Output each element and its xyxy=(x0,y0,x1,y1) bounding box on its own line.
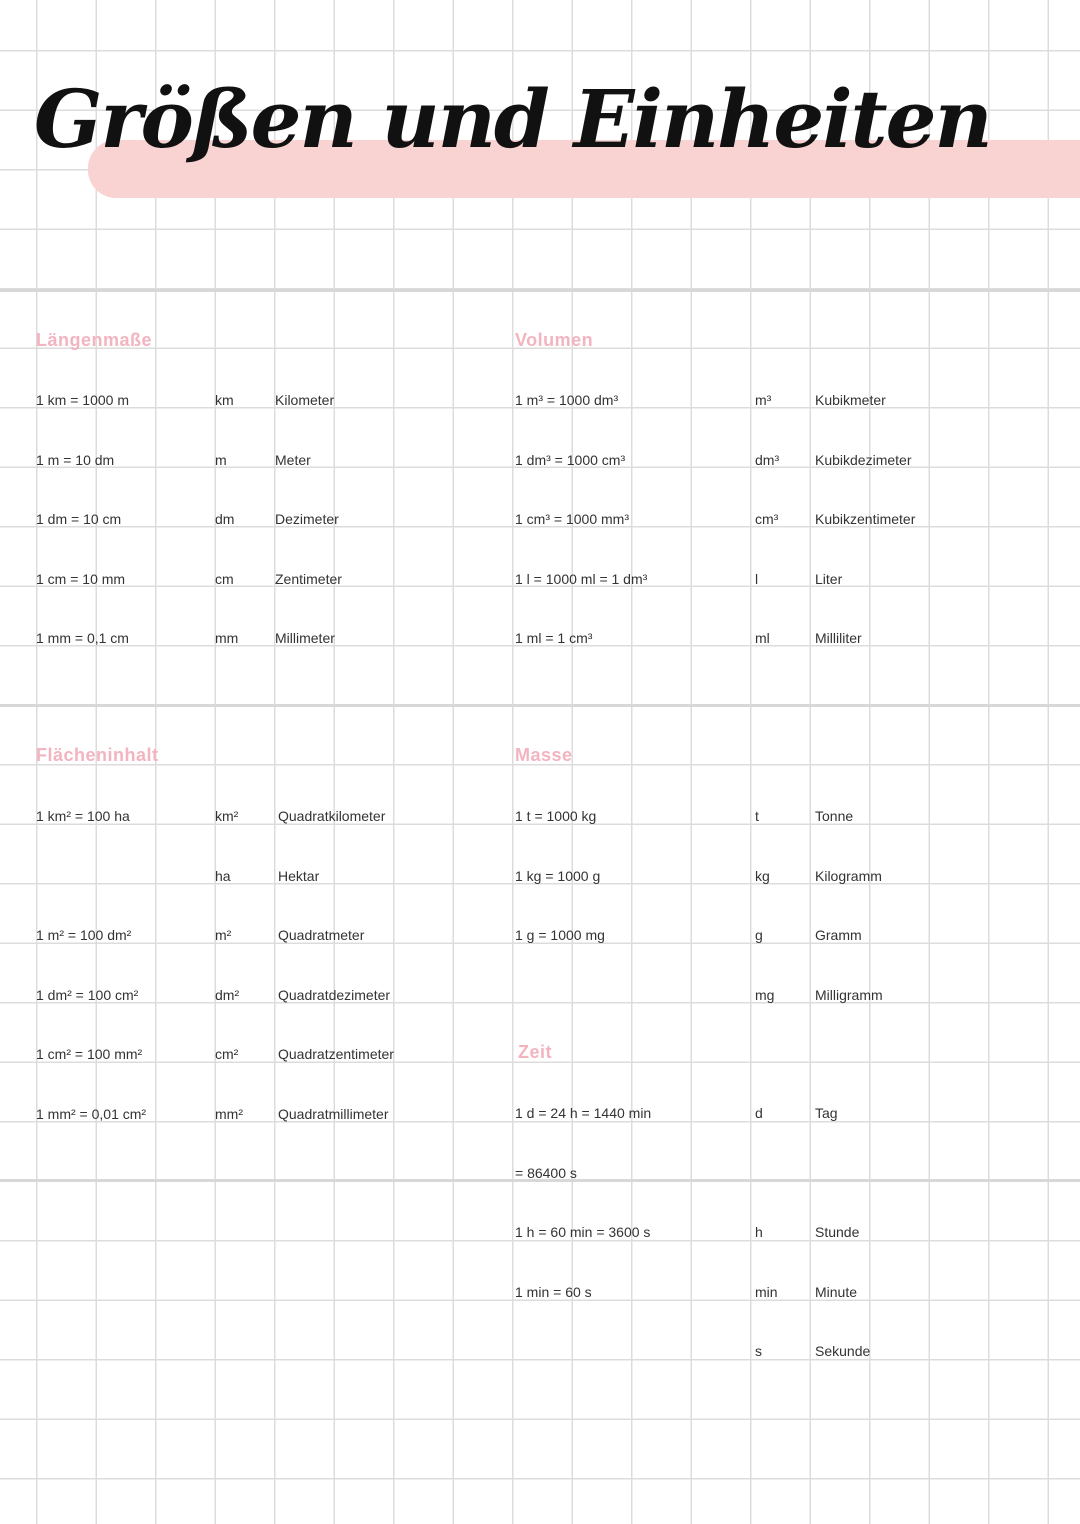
conversion-equation: 1 mm = 0,1 cm xyxy=(36,630,129,646)
section-heading: Masse xyxy=(515,745,573,765)
conversion-equation: 1 dm = 10 cm xyxy=(36,511,122,527)
unit-name: Kilogramm xyxy=(815,867,882,884)
unit-symbol: s xyxy=(755,1343,762,1359)
conversion-equation: 1 ml = 1 cm³ xyxy=(515,630,593,646)
unit-name: Kubikdezimeter xyxy=(815,451,912,468)
unit-symbol: t xyxy=(755,808,759,824)
title-highlight xyxy=(88,140,1080,198)
unit-name: Hektar xyxy=(278,867,320,884)
unit-symbol: km xyxy=(215,392,234,408)
unit-name: Dezimeter xyxy=(275,511,339,527)
conversion-equation: 1 cm² = 100 mm² xyxy=(36,1046,143,1062)
unit-name: Stunde xyxy=(815,1224,860,1240)
unit-name: Liter xyxy=(815,570,843,587)
unit-name: Tonne xyxy=(815,808,854,824)
unit-symbol: cm³ xyxy=(755,511,779,527)
conversion-equation: 1 m³ = 1000 dm³ xyxy=(515,392,619,408)
section-heading: Längenmaße xyxy=(36,330,153,350)
unit-name: Milliliter xyxy=(815,630,862,646)
divider xyxy=(0,289,1080,292)
conversion-equation: 1 dm³ = 1000 cm³ xyxy=(515,451,626,468)
unit-name: Meter xyxy=(275,451,311,468)
unit-symbol: dm xyxy=(215,511,235,527)
unit-name: Zentimeter xyxy=(275,570,342,587)
unit-symbol: dm³ xyxy=(755,451,780,468)
section-heading: Volumen xyxy=(515,330,594,350)
section-heading: Zeit xyxy=(518,1042,553,1062)
unit-symbol: h xyxy=(755,1224,763,1240)
conversion-equation: 1 cm³ = 1000 mm³ xyxy=(515,511,629,527)
unit-name: Quadratdezimeter xyxy=(278,986,391,1003)
unit-name: Quadratkilometer xyxy=(278,808,386,824)
unit-symbol: l xyxy=(755,570,759,587)
unit-symbol: kg xyxy=(755,867,770,884)
conversion-equation: 1 min = 60 s xyxy=(515,1283,592,1300)
conversion-equation: 1 l = 1000 ml = 1 dm³ xyxy=(515,570,648,587)
conversion-equation: 1 km = 1000 m xyxy=(36,392,129,408)
unit-symbol: km² xyxy=(215,808,239,824)
unit-name: Quadratzentimeter xyxy=(278,1046,394,1062)
conversion-equation: 1 m² = 100 dm² xyxy=(36,927,132,943)
conversion-equation: 1 mm² = 0,01 cm² xyxy=(36,1105,147,1122)
unit-symbol: cm xyxy=(215,570,234,587)
unit-name: Kubikzentimeter xyxy=(815,511,916,527)
conversion-equation: 1 dm² = 100 cm² xyxy=(36,986,139,1003)
unit-symbol: d xyxy=(755,1105,763,1121)
unit-symbol: ml xyxy=(755,630,770,646)
divider xyxy=(0,1179,1080,1182)
unit-symbol: g xyxy=(755,927,763,943)
conversion-equation: 1 cm = 10 mm xyxy=(36,570,126,587)
unit-name: Kilometer xyxy=(275,392,335,408)
unit-name: Kubikmeter xyxy=(815,392,886,408)
conversion-equation: 1 t = 1000 kg xyxy=(515,808,597,824)
unit-symbol: cm² xyxy=(215,1046,239,1062)
unit-symbol: mg xyxy=(755,986,775,1003)
unit-symbol: m² xyxy=(215,927,232,943)
divider xyxy=(0,704,1080,707)
unit-name: Milligramm xyxy=(815,986,883,1003)
unit-symbol: m³ xyxy=(755,392,772,408)
conversion-equation: = 86400 s xyxy=(515,1164,577,1181)
page-title: Größen und Einheiten xyxy=(34,72,993,166)
section-heading: Flächeninhalt xyxy=(36,745,159,765)
unit-symbol: mm xyxy=(215,630,239,646)
conversion-equation: 1 kg = 1000 g xyxy=(515,867,601,884)
unit-symbol: min xyxy=(755,1283,778,1300)
unit-name: Minute xyxy=(815,1283,858,1300)
unit-name: Gramm xyxy=(815,927,862,943)
unit-name: Sekunde xyxy=(815,1343,871,1359)
unit-name: Quadratmillimeter xyxy=(278,1105,389,1122)
unit-name: Tag xyxy=(815,1105,838,1121)
conversion-equation: 1 m = 10 dm xyxy=(36,451,115,468)
unit-symbol: dm² xyxy=(215,986,240,1003)
conversion-equation: 1 h = 60 min = 3600 s xyxy=(515,1224,651,1240)
unit-name: Millimeter xyxy=(275,630,335,646)
conversion-equation: 1 d = 24 h = 1440 min xyxy=(515,1105,652,1121)
conversion-equation: 1 g = 1000 mg xyxy=(515,927,605,943)
unit-symbol: mm² xyxy=(215,1105,243,1122)
unit-symbol: ha xyxy=(215,867,231,884)
unit-symbol: m xyxy=(215,451,227,468)
unit-name: Quadratmeter xyxy=(278,927,365,943)
conversion-equation: 1 km² = 100 ha xyxy=(36,808,130,824)
